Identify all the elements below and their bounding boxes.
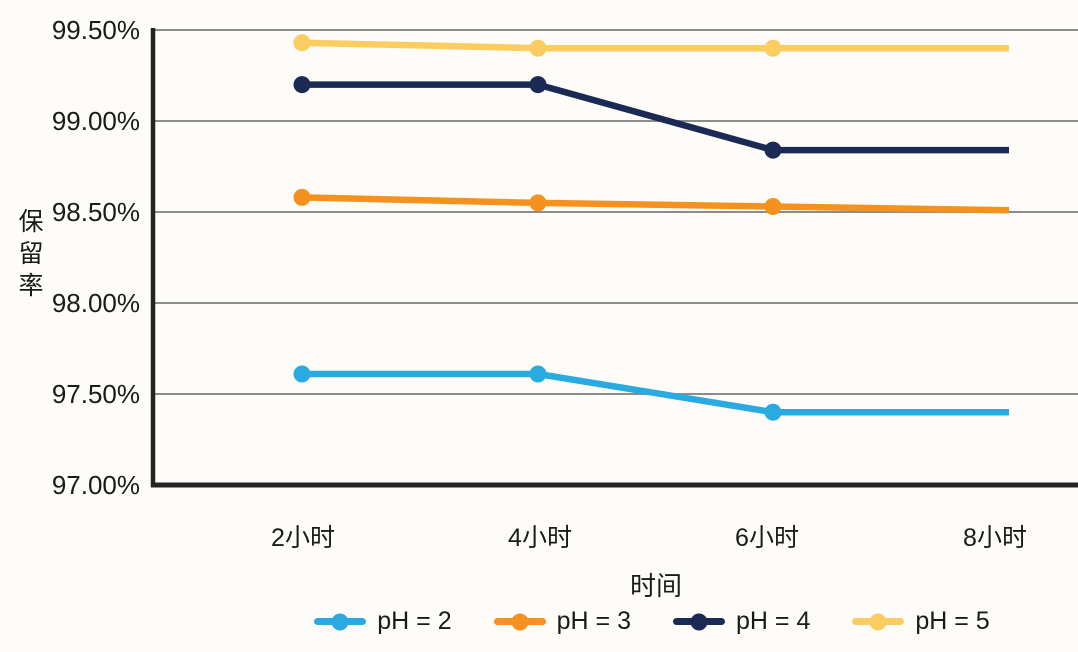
data-point-ph-5-2 xyxy=(764,39,782,57)
y-tick-label: 99.50% xyxy=(51,15,140,45)
series-ph-3 xyxy=(293,188,1010,215)
x-tick-label: 2小时 xyxy=(271,524,335,552)
gridlines xyxy=(153,29,1078,395)
legend-marker-icon xyxy=(493,613,546,631)
data-point-ph-2-2 xyxy=(764,403,782,421)
y-axis-title: 保留率 xyxy=(15,208,43,304)
data-point-ph-3-0 xyxy=(293,188,311,206)
data-point-ph-5-1 xyxy=(529,39,547,57)
data-point-ph-2-0 xyxy=(293,365,311,383)
x-axis-title: 时间 xyxy=(629,571,683,601)
series-line-ph-2 xyxy=(302,370,1009,416)
axes xyxy=(150,28,1078,488)
data-point-ph-3-1 xyxy=(529,194,547,212)
legend-label: pH = 2 xyxy=(377,607,452,635)
legend-item-ph-4: pH = 4 xyxy=(673,607,810,636)
data-point-ph-2-1 xyxy=(529,365,547,383)
series-line-ph-3 xyxy=(301,194,1010,214)
data-point-ph-4-1 xyxy=(529,76,547,94)
data-point-ph-4-0 xyxy=(293,76,311,94)
legend-item-ph-2: pH = 2 xyxy=(314,607,452,636)
series-line-ph-5 xyxy=(301,39,1009,52)
y-tick-label: 97.50% xyxy=(51,379,140,409)
data-point-ph-5-0 xyxy=(293,34,311,52)
legend-marker-icon xyxy=(673,613,725,631)
legend-item-ph-3: pH = 3 xyxy=(493,607,631,636)
series-ph-5 xyxy=(293,34,1009,57)
series-ph-4 xyxy=(293,76,1009,159)
x-tick-label: 4小时 xyxy=(508,524,572,552)
y-tick-label: 99.00% xyxy=(51,106,140,136)
legend-label: pH = 3 xyxy=(556,607,631,635)
legend-marker-icon xyxy=(314,613,367,631)
y-tick-label: 98.00% xyxy=(51,288,140,318)
data-point-ph-4-2 xyxy=(764,141,782,159)
legend-item-ph-5: pH = 5 xyxy=(852,607,990,636)
x-tick-label: 8小时 xyxy=(963,524,1027,552)
y-tick-label: 98.50% xyxy=(51,197,140,227)
legend-marker-icon xyxy=(852,613,905,631)
y-tick-label: 97.00% xyxy=(51,470,140,500)
legend-label: pH = 5 xyxy=(915,607,990,635)
series-ph-2 xyxy=(293,365,1009,421)
legend: pH = 2 pH = 3 pH = 4 pH = 5 xyxy=(0,607,1078,636)
data-point-ph-3-2 xyxy=(764,198,782,215)
legend-label: pH = 4 xyxy=(736,607,811,635)
series-line-ph-4 xyxy=(302,81,1009,154)
x-tick-label: 6小时 xyxy=(735,524,799,552)
